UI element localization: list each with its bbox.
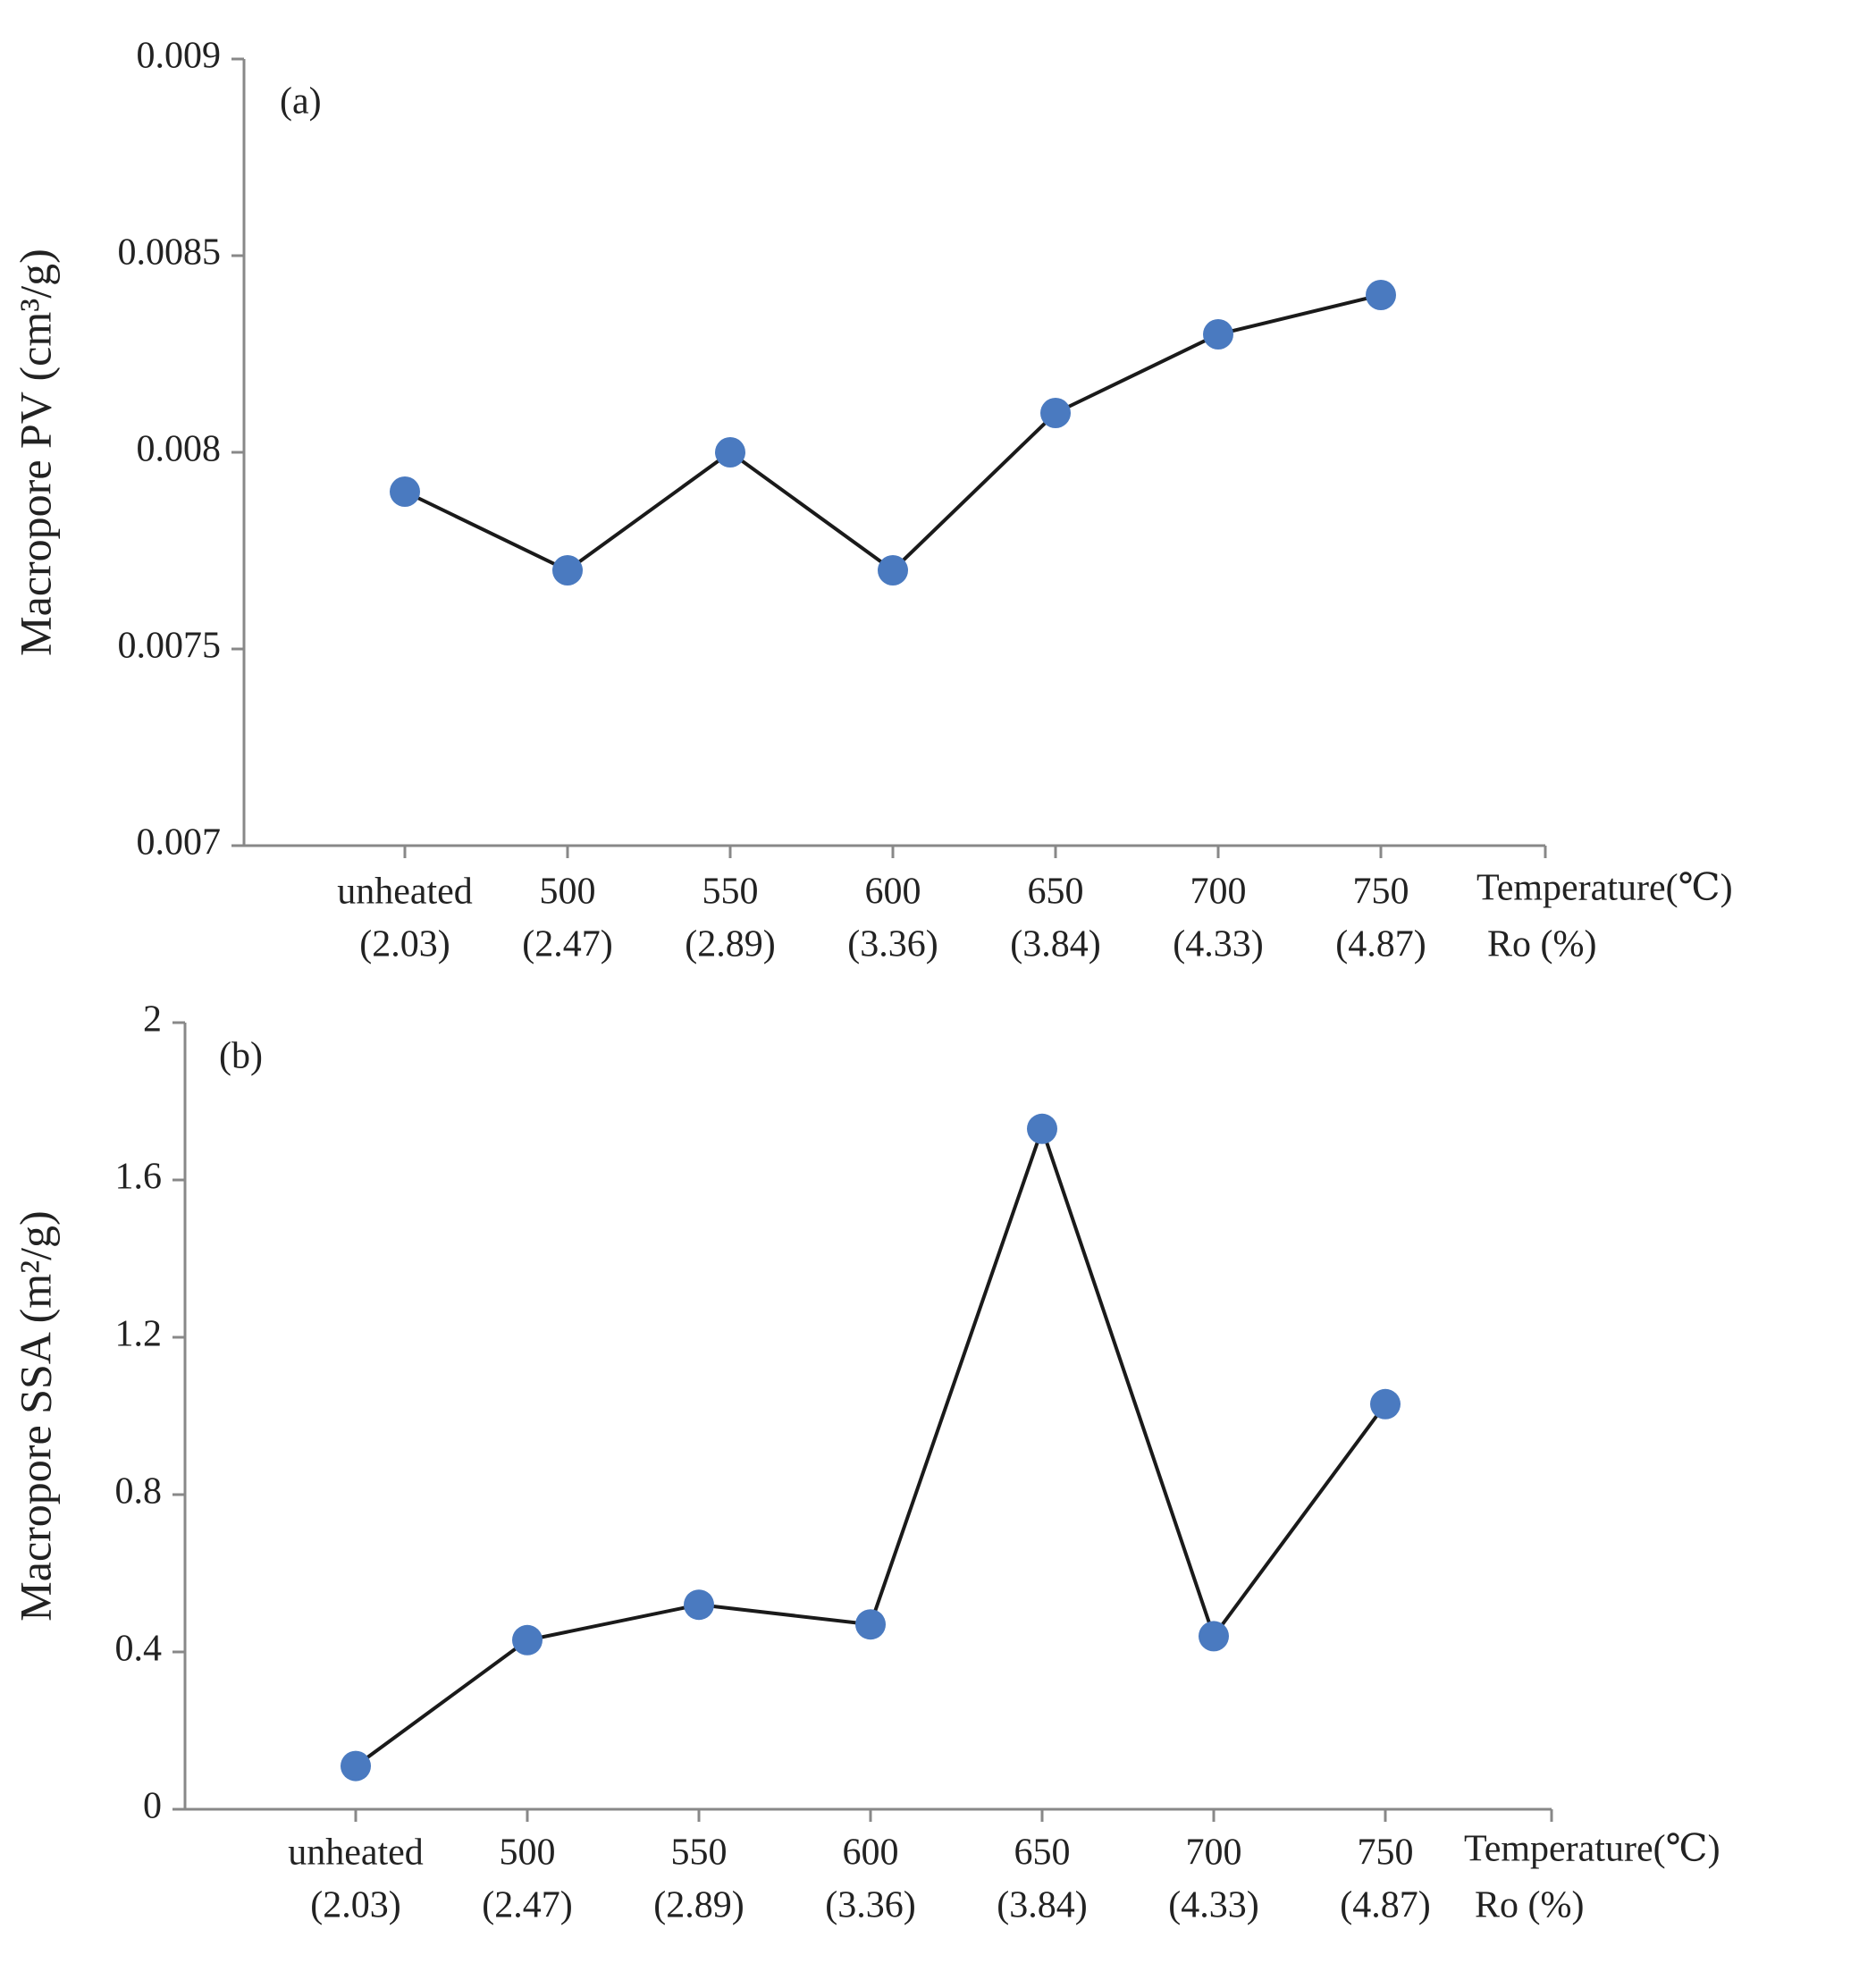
data-point bbox=[1366, 280, 1396, 310]
x-tick-sublabel: (3.84) bbox=[1010, 924, 1100, 965]
y-tick-label: 0 bbox=[143, 1786, 162, 1827]
x-tick-sublabel: (2.89) bbox=[685, 924, 775, 965]
x-tick-sublabel: (4.87) bbox=[1335, 924, 1426, 965]
x-tick-sublabel: (2.89) bbox=[653, 1885, 744, 1926]
y-tick-label: 1.2 bbox=[115, 1314, 163, 1355]
x-tick-sublabel: (2.03) bbox=[359, 924, 450, 965]
x-tick-sublabel: (2.47) bbox=[482, 1885, 572, 1926]
x-tick-sublabel: (4.87) bbox=[1340, 1885, 1430, 1926]
data-point bbox=[1040, 398, 1071, 428]
x-tick-label: 600 bbox=[843, 1833, 899, 1874]
x-tick-label: 700 bbox=[1186, 1833, 1242, 1874]
data-point bbox=[855, 1609, 886, 1640]
data-line bbox=[354, 1123, 1387, 1768]
y-tick-label: 0.4 bbox=[115, 1629, 163, 1670]
axes bbox=[242, 59, 1545, 847]
data-point bbox=[390, 476, 420, 507]
y-tick-label: 2 bbox=[143, 999, 162, 1041]
x-tick-label: 600 bbox=[865, 872, 921, 913]
data-point bbox=[715, 437, 745, 468]
data-point bbox=[341, 1750, 371, 1782]
x-tick-sublabel: (4.33) bbox=[1168, 1885, 1258, 1926]
data-point bbox=[1370, 1388, 1401, 1420]
y-tick-label: 0.0085 bbox=[118, 232, 222, 274]
x-tick-label: 650 bbox=[1014, 1833, 1071, 1874]
data-point bbox=[552, 555, 583, 586]
data-line bbox=[404, 293, 1382, 573]
x-axis-label: Temperature(℃) bbox=[1476, 868, 1733, 909]
x-tick-sublabel: (4.33) bbox=[1173, 924, 1263, 965]
x-tick-label: 500 bbox=[500, 1833, 556, 1874]
data-point bbox=[684, 1589, 714, 1621]
y-axis-label: Macropore SSA (m²/g) bbox=[10, 1210, 60, 1621]
panel-label: (b) bbox=[219, 1036, 263, 1077]
x-tick-label: 750 bbox=[1358, 1833, 1414, 1874]
y-tick-label: 1.6 bbox=[115, 1157, 163, 1198]
x-tick-label: 650 bbox=[1028, 872, 1084, 913]
y-tick-label: 0.009 bbox=[137, 36, 222, 77]
x-tick-label: unheated bbox=[337, 872, 473, 913]
y-tick-label: 0.008 bbox=[137, 429, 222, 470]
data-point bbox=[1203, 319, 1233, 350]
x-axis-label: Temperature(℃) bbox=[1464, 1829, 1720, 1870]
x-tick-label: 500 bbox=[540, 872, 596, 913]
y-axis-label: Macropore PV (cm³/g) bbox=[10, 249, 60, 656]
x-tick-label: unheated bbox=[288, 1833, 424, 1874]
x-axis-sublabel: Ro (%) bbox=[1487, 924, 1596, 965]
x-tick-sublabel: (3.36) bbox=[847, 924, 938, 965]
y-tick-label: 0.007 bbox=[137, 822, 222, 864]
y-tick-label: 0.8 bbox=[115, 1471, 163, 1512]
data-point bbox=[1199, 1621, 1229, 1652]
data-point bbox=[1027, 1113, 1057, 1144]
x-tick-sublabel: (3.36) bbox=[825, 1885, 915, 1926]
x-tick-sublabel: (2.47) bbox=[522, 924, 612, 965]
x-axis-sublabel: Ro (%) bbox=[1475, 1885, 1584, 1926]
y-tick-label: 0.0075 bbox=[118, 626, 222, 667]
axes bbox=[183, 1023, 1552, 1811]
x-tick-label: 550 bbox=[702, 872, 759, 913]
panel-label: (a) bbox=[280, 81, 322, 122]
data-point bbox=[512, 1624, 543, 1656]
x-tick-label: 550 bbox=[671, 1833, 728, 1874]
data-point bbox=[878, 555, 908, 586]
x-tick-label: 700 bbox=[1190, 872, 1247, 913]
x-tick-label: 750 bbox=[1353, 872, 1409, 913]
x-tick-sublabel: (3.84) bbox=[997, 1885, 1087, 1926]
x-tick-sublabel: (2.03) bbox=[310, 1885, 400, 1926]
